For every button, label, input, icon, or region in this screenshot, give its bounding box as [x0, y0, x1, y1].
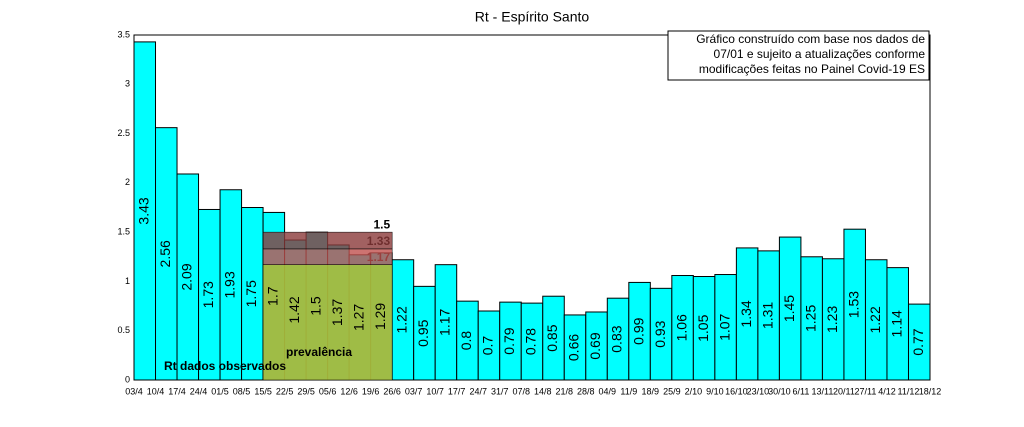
y-tick-label: 1.5 — [117, 227, 130, 237]
x-tick-label: 01/5 — [211, 386, 229, 396]
x-tick-label: 12/6 — [340, 386, 358, 396]
value-label: 1.34 — [738, 300, 754, 327]
x-tick-label: 31/7 — [491, 386, 509, 396]
x-tick-label: 25/9 — [663, 386, 681, 396]
x-tick-label: 22/5 — [276, 386, 294, 396]
y-tick-label: 2.5 — [117, 128, 130, 138]
x-tick-label: 2/10 — [685, 386, 703, 396]
x-tick-label: 29/5 — [297, 386, 315, 396]
value-label: 1.7 — [265, 286, 281, 306]
value-label: 0.99 — [630, 317, 646, 344]
value-label: 1.93 — [222, 271, 238, 298]
value-label: 1.37 — [329, 299, 345, 326]
value-label: 3.43 — [135, 197, 151, 224]
note-box — [667, 30, 930, 81]
y-tick-label: 2 — [125, 177, 130, 187]
x-tick-label: 03/4 — [125, 386, 143, 396]
x-tick-label: 17/7 — [448, 386, 466, 396]
value-label: 1.75 — [243, 280, 259, 307]
value-label: 0.85 — [544, 324, 560, 351]
x-tick-label: 03/7 — [405, 386, 423, 396]
annotation: prevalência — [286, 345, 352, 359]
value-label: 0.77 — [910, 328, 926, 355]
y-tick-label: 3 — [125, 79, 130, 89]
value-label: 1.31 — [759, 302, 775, 329]
value-label: 1.22 — [394, 306, 410, 333]
y-tick-label: 1 — [125, 276, 130, 286]
x-tick-label: 11/12 — [898, 386, 920, 396]
prevalence-band — [262, 231, 393, 250]
value-label: 1.07 — [716, 313, 732, 340]
note-line: Gráfico construído com base nos dados de — [696, 32, 925, 46]
prevalence-band — [262, 264, 393, 381]
x-tick-label: 08/5 — [233, 386, 251, 396]
x-tick-label: 07/8 — [512, 386, 530, 396]
x-tick-label: 24/7 — [469, 386, 487, 396]
x-tick-label: 17/4 — [168, 386, 186, 396]
x-tick-label: 13/11 — [812, 386, 834, 396]
x-tick-label: 05/6 — [319, 386, 337, 396]
value-label: 2.56 — [157, 240, 173, 267]
value-label: 1.22 — [867, 306, 883, 333]
value-label: 1.05 — [695, 314, 711, 341]
value-label: 1.14 — [888, 310, 904, 337]
value-label: 2.09 — [178, 263, 194, 290]
value-label: 1.53 — [845, 291, 861, 318]
y-tick-label: 0 — [125, 374, 130, 384]
value-label: 1.06 — [673, 314, 689, 341]
x-tick-label: 23/10 — [747, 386, 770, 396]
value-label: 1.5 — [308, 296, 324, 316]
x-tick-label: 28/8 — [577, 386, 595, 396]
note-line: modificações feitas no Painel Covid-19 E… — [699, 62, 925, 76]
value-label: 0.83 — [609, 325, 625, 352]
value-label: 1.73 — [200, 281, 216, 308]
x-tick-label: 20/11 — [833, 386, 855, 396]
value-label: 0.69 — [587, 332, 603, 359]
value-label: 0.7 — [480, 336, 496, 356]
value-label: 0.79 — [501, 327, 517, 354]
x-tick-label: 21/8 — [556, 386, 574, 396]
value-label: 0.95 — [415, 319, 431, 346]
prevalence-label: 1.5 — [373, 217, 390, 231]
x-tick-label: 27/11 — [855, 386, 877, 396]
value-label: 0.66 — [566, 334, 582, 361]
x-tick-label: 18/9 — [642, 386, 660, 396]
value-label: 0.8 — [458, 331, 474, 351]
x-tick-label: 16/10 — [725, 386, 748, 396]
value-label: 1.29 — [372, 303, 388, 330]
x-tick-label: 24/4 — [190, 386, 208, 396]
x-tick-label: 04/9 — [599, 386, 617, 396]
value-label: 0.78 — [523, 328, 539, 355]
x-tick-label: 11/9 — [620, 386, 637, 396]
annotation: Rt dados observados — [164, 359, 286, 373]
value-label: 1.27 — [351, 304, 367, 331]
x-tick-label: 18/12 — [919, 386, 942, 396]
bar — [907, 303, 931, 381]
value-label: 1.42 — [286, 296, 302, 323]
x-tick-label: 14/8 — [534, 386, 552, 396]
value-label: 1.25 — [802, 305, 818, 332]
x-tick-label: 6/11 — [792, 386, 809, 396]
x-tick-label: 19/6 — [362, 386, 380, 396]
x-tick-label: 4/12 — [878, 386, 896, 396]
value-label: 0.93 — [652, 320, 668, 347]
x-tick-label: 10/4 — [147, 386, 165, 396]
note-line: 07/01 e sujeito a atualizações conforme — [714, 47, 926, 61]
value-label: 1.23 — [824, 306, 840, 333]
y-tick-label: 3.5 — [117, 29, 130, 39]
x-tick-label: 15/5 — [254, 386, 272, 396]
x-tick-label: 9/10 — [706, 386, 724, 396]
value-label: 1.17 — [437, 308, 453, 335]
prevalence-band — [262, 248, 393, 265]
x-tick-label: 30/10 — [768, 386, 791, 396]
y-tick-label: 0.5 — [117, 325, 130, 335]
x-tick-label: 26/6 — [383, 386, 401, 396]
x-tick-label: 10/7 — [426, 386, 444, 396]
value-label: 1.45 — [781, 295, 797, 322]
chart-title: Rt - Espírito Santo — [475, 9, 590, 25]
